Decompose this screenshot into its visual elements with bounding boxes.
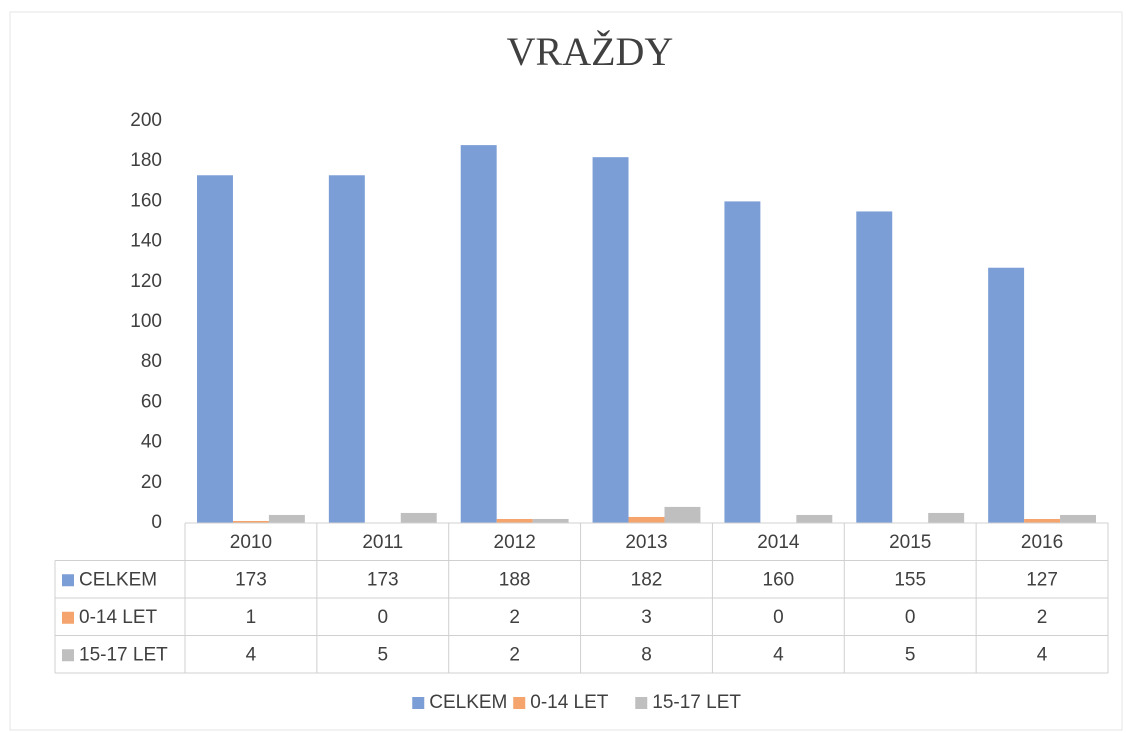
- table-legend-key: [62, 611, 74, 624]
- bar: [724, 201, 761, 523]
- table-row-header: 0-14 LET: [79, 607, 158, 628]
- table-cell: 173: [235, 569, 267, 590]
- y-tick-label: 80: [141, 351, 162, 372]
- table-cell: 127: [1026, 569, 1058, 590]
- bar: [532, 518, 569, 523]
- table-cell: 0: [905, 607, 916, 628]
- y-tick-label: 180: [130, 150, 162, 171]
- y-tick-label: 20: [141, 472, 162, 493]
- bar: [988, 267, 1025, 523]
- x-tick-label: 2011: [362, 532, 403, 553]
- bar: [1024, 518, 1061, 523]
- table-cell: 0: [377, 607, 388, 628]
- bar: [664, 506, 701, 523]
- table-cell: 182: [631, 569, 663, 590]
- bar: [460, 145, 497, 523]
- table-cell: 2: [1037, 607, 1048, 628]
- table-cell: 4: [246, 644, 257, 665]
- x-tick-label: 2012: [494, 532, 536, 553]
- legend-label: 15-17 LET: [652, 692, 741, 713]
- x-tick-label: 2013: [625, 532, 667, 553]
- y-tick-label: 100: [130, 311, 162, 332]
- table-row-header: CELKEM: [79, 569, 157, 590]
- table-legend-key: [62, 649, 74, 662]
- chart-title: VRAŽDY: [507, 29, 674, 74]
- legend-key: [635, 697, 648, 709]
- table-cell: 0: [773, 607, 784, 628]
- bar: [400, 512, 437, 523]
- table-cell: 5: [905, 644, 916, 665]
- bar: [197, 175, 233, 523]
- bar: [268, 514, 305, 523]
- y-tick-label: 40: [141, 432, 162, 453]
- table-cell: 4: [1037, 644, 1048, 665]
- legend-label: 0-14 LET: [530, 692, 609, 713]
- table-row-header: 15-17 LET: [79, 644, 168, 665]
- table-cell: 173: [367, 569, 399, 590]
- bar: [592, 157, 629, 523]
- table-cell: 5: [377, 644, 388, 665]
- legend-key: [513, 697, 526, 709]
- chart-frame: [9, 11, 1123, 731]
- y-tick-label: 60: [141, 391, 162, 412]
- bar: [1060, 514, 1096, 523]
- bar: [496, 518, 533, 523]
- legend-key: [412, 697, 425, 709]
- table-cell: 160: [763, 569, 795, 590]
- y-tick-label: 120: [130, 271, 162, 292]
- x-tick-label: 2014: [757, 532, 800, 553]
- x-tick-label: 2016: [1021, 532, 1063, 553]
- table-cell: 155: [894, 569, 926, 590]
- table-legend-key: [62, 574, 74, 587]
- bar: [856, 211, 893, 523]
- bar: [628, 516, 665, 523]
- bar: [232, 520, 269, 523]
- x-tick-label: 2010: [230, 532, 272, 553]
- table-cell: 1: [246, 607, 257, 628]
- table-cell: 8: [641, 644, 652, 665]
- y-tick-label: 0: [151, 512, 162, 533]
- table-cell: 2: [509, 644, 520, 665]
- bar: [328, 175, 365, 523]
- y-tick-label: 200: [130, 110, 162, 131]
- table-cell: 188: [499, 569, 531, 590]
- bar: [928, 512, 965, 523]
- table-cell: 4: [773, 644, 784, 665]
- bar: [796, 514, 833, 523]
- x-tick-label: 2015: [889, 532, 931, 553]
- legend-label: CELKEM: [429, 692, 507, 713]
- y-tick-label: 160: [130, 190, 162, 211]
- table-cell: 3: [641, 607, 652, 628]
- table-cell: 2: [509, 607, 520, 628]
- y-tick-label: 140: [130, 231, 162, 252]
